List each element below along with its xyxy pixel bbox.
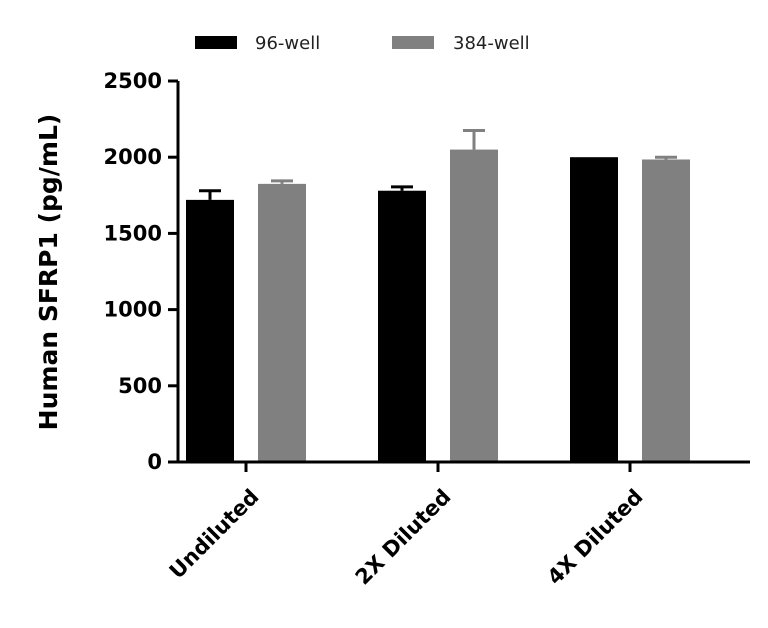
legend-swatch-384-well <box>392 36 434 49</box>
y-tick-label-2000: 2000 <box>104 145 162 169</box>
bar-96-well-2x-diluted <box>378 190 426 462</box>
legend: 96-well 384-well <box>195 33 530 54</box>
y-tick-label-2500: 2500 <box>104 69 162 93</box>
y-axis: 0 500 1000 1500 2000 2500 <box>104 69 180 474</box>
legend-label-384-well: 384-well <box>453 33 530 54</box>
bars <box>186 129 690 462</box>
x-tick-label-4x-diluted: 4X Diluted <box>543 485 648 590</box>
bar-384-well-4x-diluted <box>642 159 690 462</box>
y-tick-label-500: 500 <box>118 374 162 398</box>
x-tick-label-2x-diluted: 2X Diluted <box>351 485 456 590</box>
x-tick-label-undiluted: Undiluted <box>165 485 264 584</box>
y-tick-label-1500: 1500 <box>104 221 162 245</box>
y-axis-title: Human SFRP1 (pg/mL) <box>34 114 63 431</box>
bar-96-well-undiluted <box>186 199 234 462</box>
bar-384-well-2x-diluted <box>450 149 498 462</box>
bar-384-well-undiluted <box>258 183 306 462</box>
bar-96-well-4x-diluted <box>570 157 618 462</box>
legend-swatch-96-well <box>195 36 237 49</box>
y-tick-label-1000: 1000 <box>104 298 162 322</box>
x-axis: Undiluted 2X Diluted 4X Diluted <box>165 460 750 590</box>
y-tick-label-0: 0 <box>147 450 162 474</box>
legend-label-96-well: 96-well <box>255 33 320 54</box>
